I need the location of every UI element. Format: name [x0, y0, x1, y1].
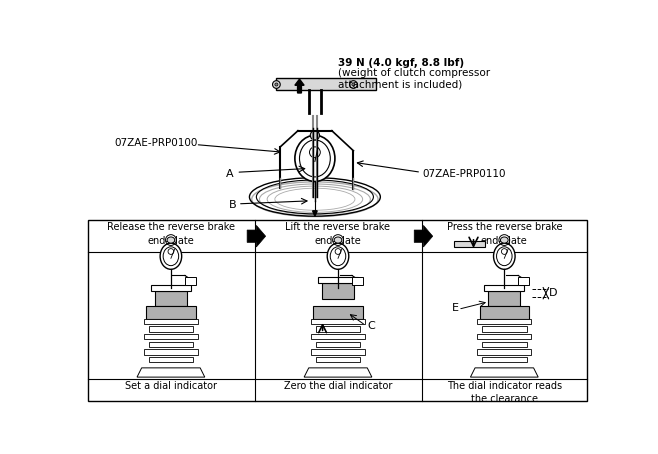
Text: Release the reverse brake
end-plate: Release the reverse brake end-plate	[107, 222, 235, 246]
Text: (weight of clutch compressor
attachment is included): (weight of clutch compressor attachment …	[338, 69, 490, 90]
Text: Set a dial indicator: Set a dial indicator	[125, 381, 217, 391]
Polygon shape	[415, 226, 433, 247]
Bar	[311, 350, 365, 355]
Bar	[482, 326, 526, 332]
Text: Press the reverse brake
end-plate: Press the reverse brake end-plate	[447, 222, 562, 246]
Bar	[488, 291, 520, 306]
Ellipse shape	[501, 237, 508, 243]
Text: Zero the dial indicator: Zero the dial indicator	[284, 381, 392, 391]
Bar	[482, 342, 526, 347]
Bar	[149, 357, 193, 362]
Polygon shape	[470, 368, 538, 377]
Bar	[482, 357, 526, 362]
Bar	[311, 319, 365, 324]
Text: Lift the reverse brake
end-plate: Lift the reverse brake end-plate	[286, 222, 390, 246]
Text: 07ZAE-PRP0110: 07ZAE-PRP0110	[422, 169, 506, 179]
Bar	[311, 334, 365, 340]
Bar	[151, 285, 191, 291]
Circle shape	[275, 83, 278, 86]
Text: 39 N (4.0 kgf, 8.8 lbf): 39 N (4.0 kgf, 8.8 lbf)	[338, 58, 464, 69]
Bar	[316, 357, 361, 362]
Bar	[484, 285, 524, 291]
Bar	[519, 277, 529, 285]
Bar	[477, 334, 531, 340]
Bar	[88, 220, 587, 401]
Bar	[144, 350, 198, 355]
FancyArrow shape	[295, 79, 304, 93]
Circle shape	[311, 131, 320, 140]
Text: C: C	[367, 321, 375, 331]
Bar	[318, 277, 358, 283]
Text: A: A	[226, 169, 234, 179]
Bar	[149, 342, 193, 347]
Bar	[313, 306, 363, 319]
Polygon shape	[247, 226, 266, 247]
Circle shape	[352, 83, 355, 86]
Text: B: B	[229, 200, 236, 210]
Bar	[144, 334, 198, 340]
Bar	[146, 306, 195, 319]
Bar	[454, 241, 485, 247]
Text: 07ZAE-PRP0100: 07ZAE-PRP0100	[114, 138, 198, 148]
Bar	[480, 306, 529, 319]
Ellipse shape	[160, 243, 182, 269]
Ellipse shape	[494, 243, 515, 269]
Circle shape	[272, 81, 280, 89]
Polygon shape	[304, 368, 372, 377]
Bar	[185, 277, 195, 285]
Ellipse shape	[167, 237, 175, 243]
Bar	[322, 283, 354, 299]
Bar	[316, 326, 361, 332]
Bar	[352, 277, 363, 285]
Ellipse shape	[334, 237, 342, 243]
Bar	[316, 342, 361, 347]
Bar	[155, 291, 187, 306]
Text: D: D	[549, 288, 557, 298]
Bar	[144, 319, 198, 324]
Text: E: E	[452, 303, 459, 313]
Circle shape	[349, 81, 357, 89]
Ellipse shape	[295, 135, 335, 182]
Bar	[149, 326, 193, 332]
Bar	[477, 350, 531, 355]
Polygon shape	[137, 368, 205, 377]
Bar	[477, 319, 531, 324]
Ellipse shape	[327, 243, 349, 269]
Polygon shape	[313, 211, 317, 216]
Bar	[276, 78, 376, 90]
Text: The dial indicator reads
the clearance: The dial indicator reads the clearance	[447, 381, 562, 404]
